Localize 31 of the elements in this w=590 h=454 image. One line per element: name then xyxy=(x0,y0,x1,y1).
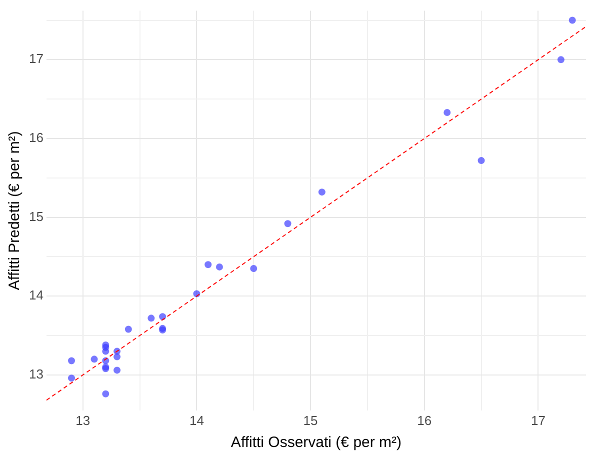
x-tick-label: 15 xyxy=(303,412,318,428)
point xyxy=(204,261,212,268)
point xyxy=(318,188,326,196)
point xyxy=(68,374,75,382)
x-axis-title: Affitti Osservati (€ per m²) xyxy=(230,434,402,452)
point xyxy=(68,357,75,364)
point xyxy=(159,313,166,320)
y-tick-label: 15 xyxy=(28,208,44,224)
point xyxy=(114,353,121,360)
point xyxy=(444,108,451,116)
point xyxy=(102,390,110,398)
point xyxy=(284,220,292,228)
point xyxy=(568,16,576,24)
x-tick-label: 13 xyxy=(76,412,90,428)
point xyxy=(90,356,98,363)
y-tick-label: 16 xyxy=(28,130,44,146)
point xyxy=(250,265,258,272)
point xyxy=(478,157,485,164)
y-tick-label: 13 xyxy=(28,366,44,382)
point xyxy=(557,56,564,64)
x-tick-label: 17 xyxy=(530,412,546,428)
y-tick-label: 17 xyxy=(28,51,44,66)
y-tick-label: 14 xyxy=(28,288,44,303)
point xyxy=(216,263,223,270)
point xyxy=(148,314,155,322)
point xyxy=(114,366,121,374)
x-tick-label: 16 xyxy=(417,412,432,428)
y-axis-title: Affitti Predetti (€ per m²) xyxy=(6,131,24,290)
point xyxy=(102,348,110,355)
x-tick-label: 14 xyxy=(189,412,204,428)
point xyxy=(124,326,132,333)
